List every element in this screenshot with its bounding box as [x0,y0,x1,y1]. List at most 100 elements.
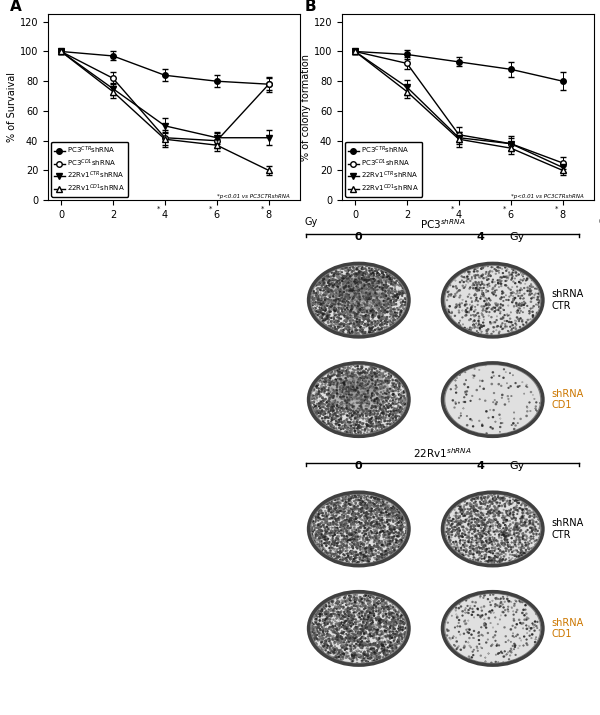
Ellipse shape [359,633,361,634]
Ellipse shape [352,373,353,374]
Ellipse shape [348,503,349,505]
Ellipse shape [382,303,383,304]
Ellipse shape [369,625,370,626]
Ellipse shape [382,373,383,375]
Ellipse shape [356,636,357,637]
Ellipse shape [353,267,354,268]
Ellipse shape [402,629,403,630]
Ellipse shape [485,501,487,502]
Ellipse shape [371,293,373,294]
Ellipse shape [359,635,361,636]
Ellipse shape [364,279,365,280]
Ellipse shape [482,380,483,381]
Ellipse shape [360,638,361,639]
Ellipse shape [500,283,502,285]
Ellipse shape [370,620,371,621]
Ellipse shape [328,399,329,400]
Ellipse shape [361,423,362,424]
Ellipse shape [357,536,358,537]
Ellipse shape [371,607,373,608]
Ellipse shape [350,551,352,552]
Ellipse shape [356,536,357,537]
Ellipse shape [358,641,359,642]
Ellipse shape [358,542,359,543]
Ellipse shape [346,300,347,301]
Ellipse shape [349,557,350,558]
Ellipse shape [475,498,476,500]
Ellipse shape [361,645,362,646]
Ellipse shape [354,506,355,507]
Ellipse shape [347,295,348,296]
Ellipse shape [382,633,383,634]
Ellipse shape [393,410,394,411]
Ellipse shape [368,616,370,617]
Ellipse shape [335,269,337,270]
Ellipse shape [373,332,374,333]
Ellipse shape [471,634,472,635]
Ellipse shape [350,290,352,291]
Ellipse shape [457,532,458,533]
Ellipse shape [320,548,321,549]
Ellipse shape [352,638,353,640]
Ellipse shape [489,561,490,562]
Ellipse shape [320,282,321,283]
Ellipse shape [484,528,485,529]
Ellipse shape [406,531,407,532]
Ellipse shape [383,611,384,612]
Ellipse shape [392,403,394,404]
Ellipse shape [319,310,320,311]
Ellipse shape [314,313,316,315]
Ellipse shape [343,601,344,602]
Ellipse shape [337,529,339,531]
Ellipse shape [344,298,345,299]
Ellipse shape [382,318,383,319]
Ellipse shape [517,511,518,512]
Ellipse shape [365,644,367,645]
Ellipse shape [355,555,356,556]
Ellipse shape [485,526,486,527]
Ellipse shape [321,611,322,612]
Ellipse shape [364,504,365,505]
Ellipse shape [325,641,326,642]
Ellipse shape [391,305,392,306]
Ellipse shape [328,282,329,283]
Ellipse shape [403,526,404,528]
Ellipse shape [361,399,362,400]
Ellipse shape [494,307,496,308]
Ellipse shape [531,290,532,291]
Ellipse shape [390,622,391,623]
Ellipse shape [350,322,352,323]
Ellipse shape [361,291,362,292]
Ellipse shape [388,533,389,534]
Ellipse shape [371,623,372,624]
Ellipse shape [368,284,369,285]
Ellipse shape [336,550,337,551]
Ellipse shape [388,629,389,630]
Ellipse shape [526,613,527,614]
Ellipse shape [341,386,342,387]
Ellipse shape [395,296,397,297]
Ellipse shape [344,613,346,614]
Ellipse shape [350,646,352,647]
Ellipse shape [502,506,503,507]
Ellipse shape [335,379,337,380]
Ellipse shape [374,506,375,507]
Ellipse shape [337,391,338,393]
Ellipse shape [500,427,501,428]
Ellipse shape [364,532,365,533]
Ellipse shape [373,285,374,286]
Ellipse shape [492,495,493,496]
Ellipse shape [378,399,379,400]
Ellipse shape [478,316,479,317]
Ellipse shape [369,321,370,322]
Ellipse shape [344,611,345,612]
Ellipse shape [401,539,402,541]
Ellipse shape [473,324,474,325]
Ellipse shape [346,521,348,522]
Ellipse shape [383,296,385,297]
Ellipse shape [374,503,375,505]
Ellipse shape [387,506,388,507]
Ellipse shape [458,620,460,621]
Ellipse shape [328,423,329,424]
Ellipse shape [322,284,323,285]
